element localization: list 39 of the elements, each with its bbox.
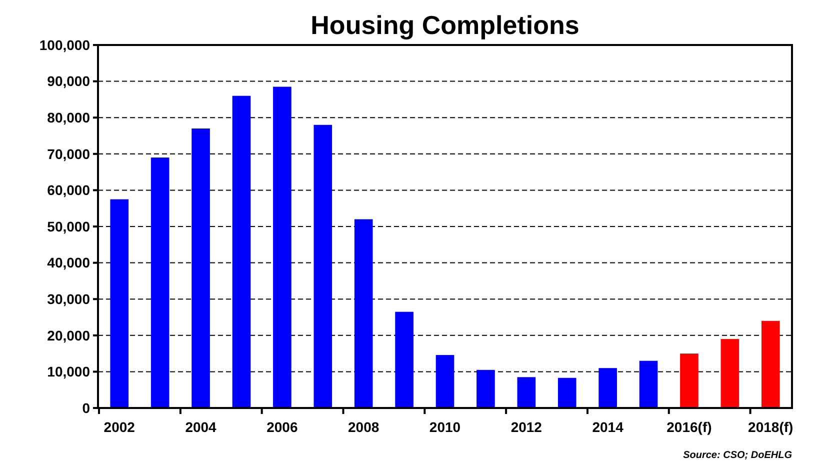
source-note: Source: CSO; DoEHLG — [683, 450, 792, 461]
y-tick-label: 90,000 — [47, 73, 90, 90]
x-tick-label: 2002 — [104, 419, 136, 435]
x-tick-label: 2010 — [429, 419, 461, 435]
y-tick-label: 30,000 — [47, 291, 90, 307]
y-tick-label: 60,000 — [47, 182, 90, 198]
bar — [476, 370, 495, 408]
x-tick-label: 2018(f) — [748, 419, 794, 435]
bar — [232, 96, 251, 408]
y-tick-label: 100,000 — [39, 36, 90, 53]
bar — [150, 158, 170, 408]
bar — [354, 219, 373, 408]
bar — [192, 128, 210, 408]
bar — [517, 377, 536, 408]
bar — [598, 368, 617, 408]
bar — [761, 320, 780, 408]
x-tick-label: 2012 — [510, 419, 542, 435]
chart-title: Housing Completions — [310, 10, 580, 40]
x-tick-label: 2014 — [592, 419, 624, 435]
y-tick-label: 20,000 — [47, 327, 90, 344]
bar — [314, 124, 332, 408]
bar — [720, 339, 740, 408]
y-tick-label: 80,000 — [47, 110, 90, 126]
y-tick-label: 10,000 — [47, 364, 90, 380]
bar — [436, 355, 454, 408]
x-tick-label: 2006 — [266, 419, 298, 435]
y-tick-label: 70,000 — [47, 146, 90, 162]
bar — [639, 360, 658, 408]
y-tick-label: 0 — [82, 400, 90, 416]
bar — [110, 199, 129, 408]
x-tick-label: 2016(f) — [666, 419, 712, 435]
x-tick-label: 2004 — [185, 419, 217, 435]
x-tick-label: 2008 — [348, 419, 380, 435]
bar — [273, 86, 292, 408]
bar — [558, 378, 576, 408]
y-tick-label: 40,000 — [47, 254, 90, 271]
bar — [680, 354, 698, 408]
bar — [395, 312, 414, 408]
y-tick-label: 50,000 — [47, 218, 90, 234]
